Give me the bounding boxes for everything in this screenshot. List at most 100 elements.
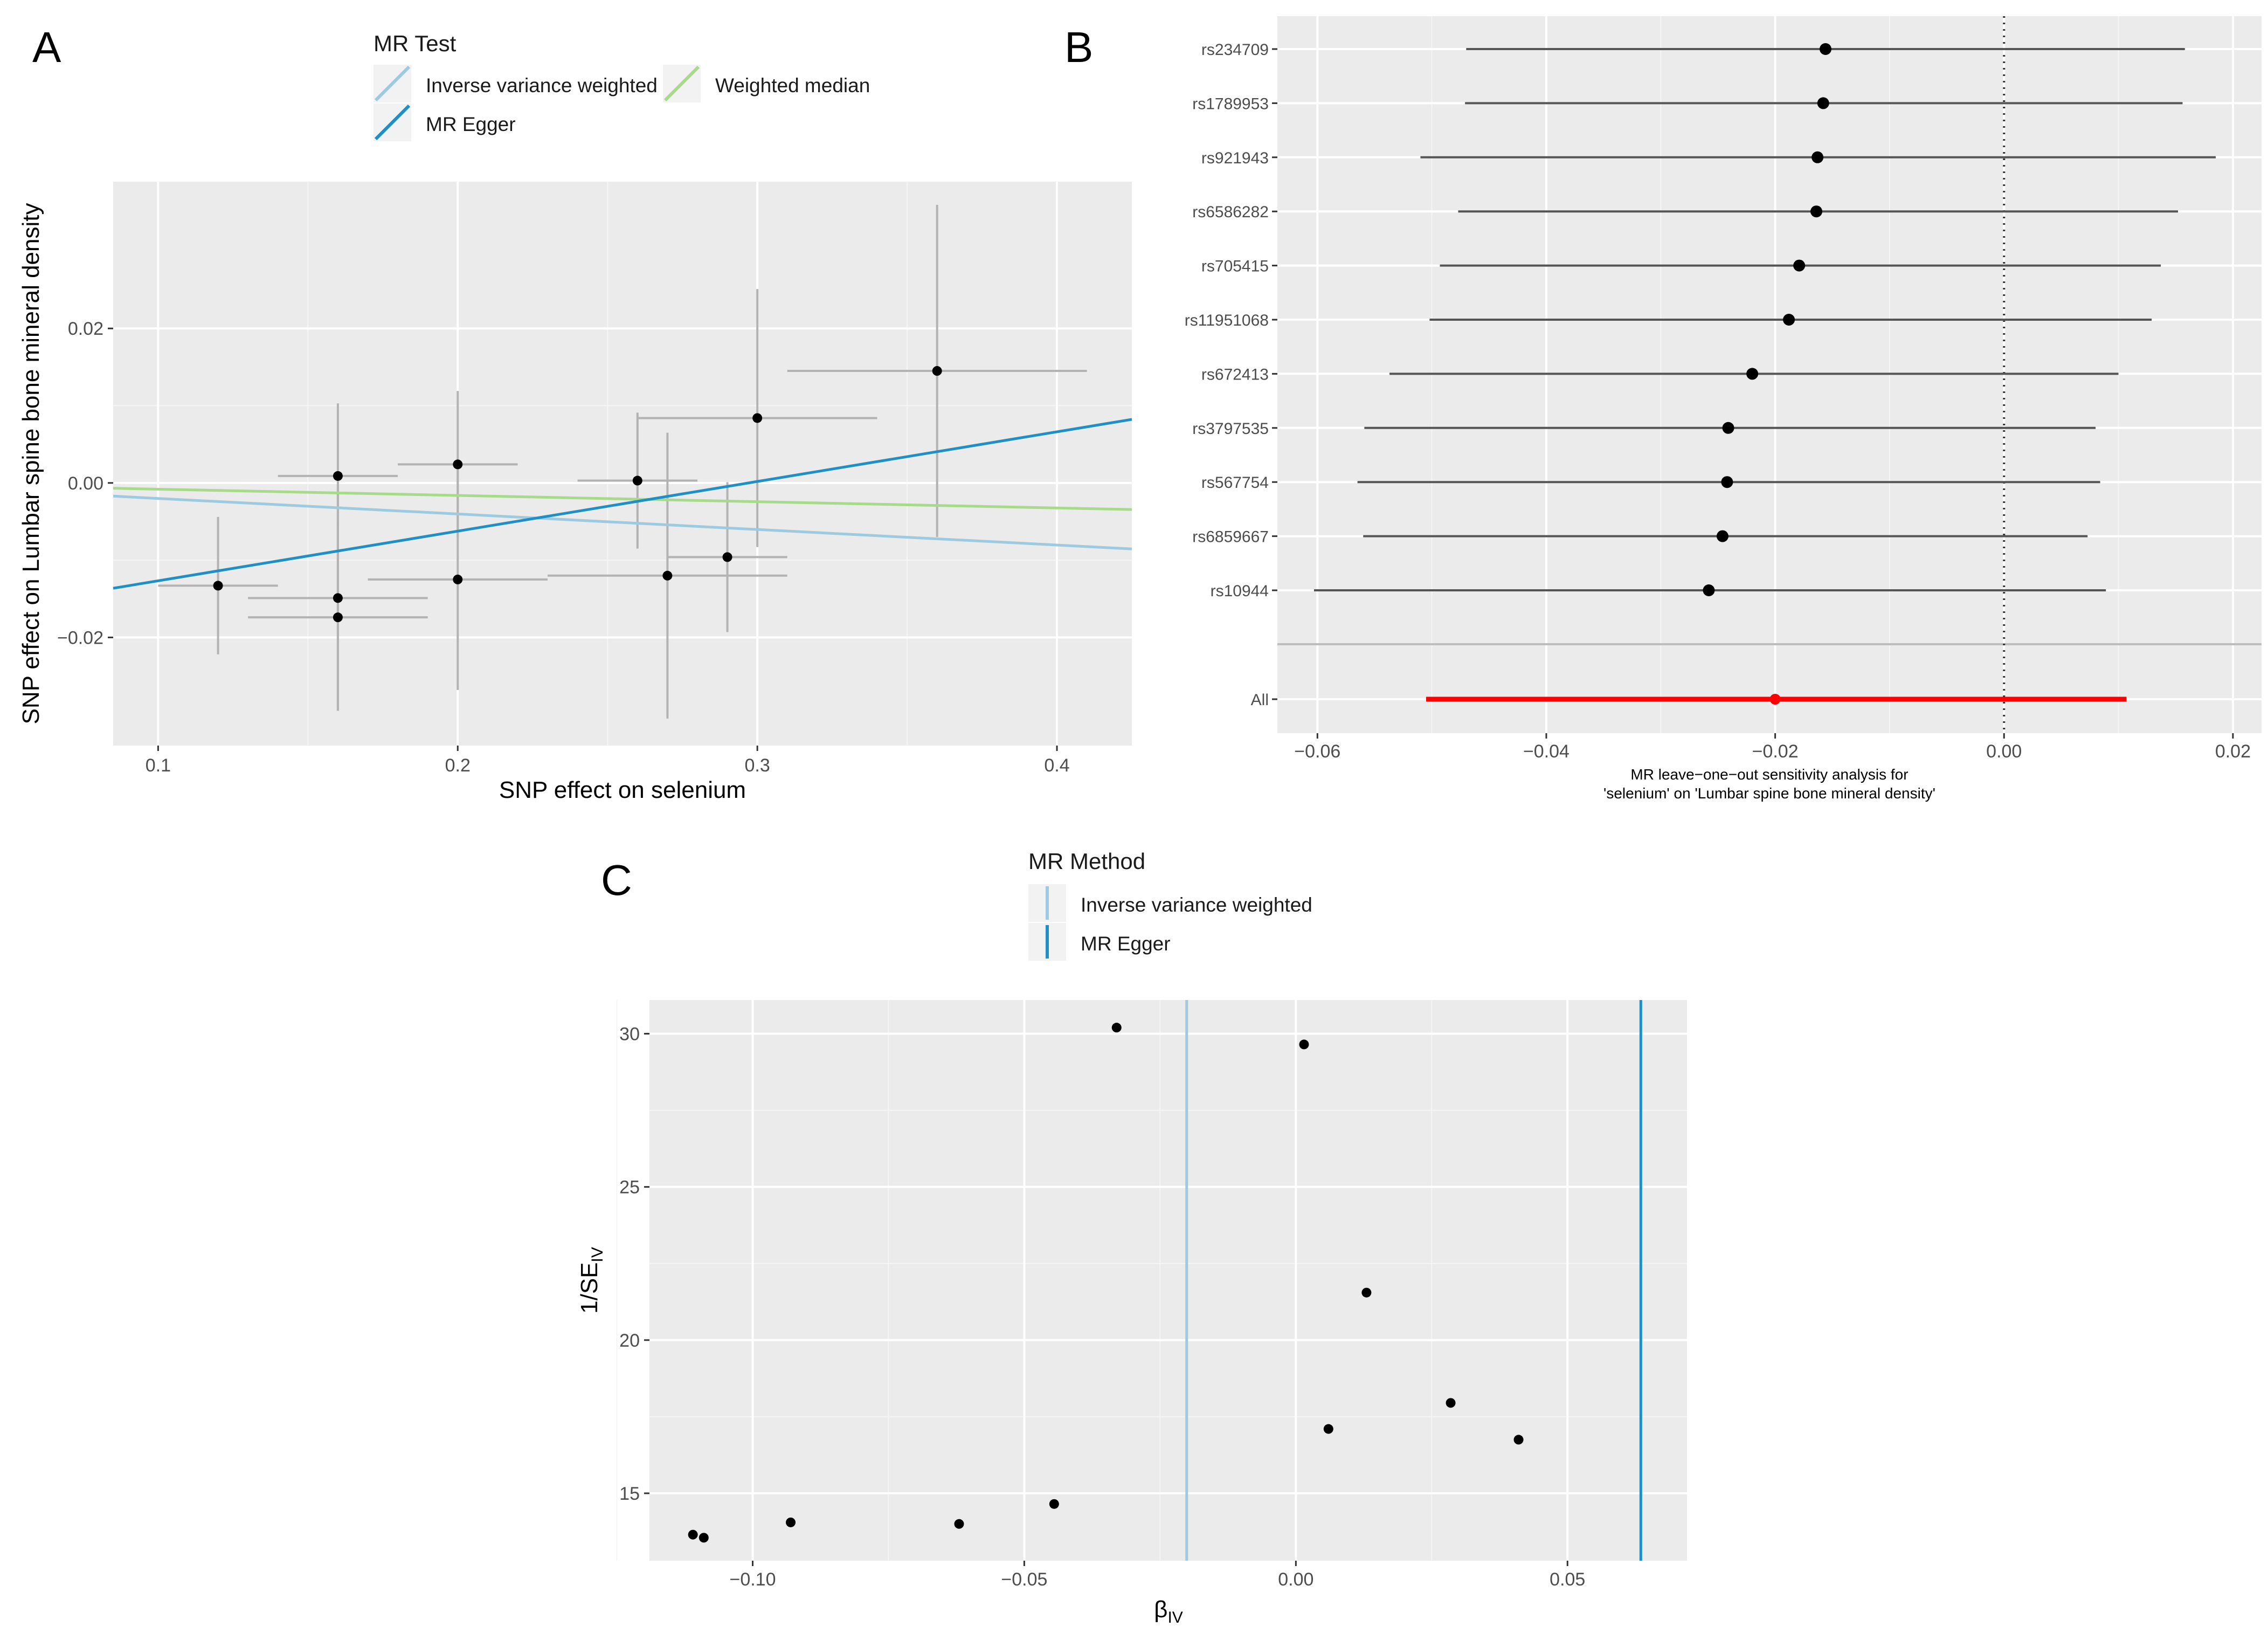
panel-a-tick-labels: 0.1 0.2 0.3 0.4 −0.02 0.00 0.02 xyxy=(57,319,1070,776)
x-tick-label: 0.05 xyxy=(1550,1569,1585,1590)
snp-label: rs234709 xyxy=(1201,41,1269,59)
panel-c-gridlines xyxy=(616,1000,1687,1561)
data-point xyxy=(1446,1398,1456,1408)
data-point xyxy=(1513,1435,1524,1445)
panel-c-estimate-lines xyxy=(1185,1000,1642,1561)
panel-c: C MR Method Inverse variance weighted MR… xyxy=(576,849,1687,1626)
panel-a-plot-background xyxy=(113,182,1132,746)
y-tick-label: 0.00 xyxy=(68,473,103,494)
data-point xyxy=(213,581,223,591)
data-point xyxy=(632,475,642,486)
x-tick-label: 0.2 xyxy=(445,755,471,776)
panel-b: B −0.06 −0.04 −0.02 0.00 0.02 rs234709 rs17899… xyxy=(1064,16,2262,802)
panel-c-x-axis-title: βIV xyxy=(1154,1596,1183,1626)
data-point xyxy=(688,1529,698,1540)
x-tick-label: 0.4 xyxy=(1044,755,1069,776)
panel-b-label: B xyxy=(1064,23,1093,71)
y-tick-label: 15 xyxy=(619,1484,640,1504)
legend-key-egger-line xyxy=(374,104,411,141)
panel-a-y-axis-title: SNP effect on Lumbar spine bone mineral … xyxy=(18,203,44,725)
panel-a-legend: MR Test Inverse variance weighted MR Egg… xyxy=(374,31,870,141)
regression-line-egger xyxy=(113,418,1132,590)
data-point xyxy=(662,570,673,581)
legend-label-ivw: Inverse variance weighted xyxy=(426,74,658,96)
y-tick-label: 0.02 xyxy=(68,319,103,339)
x-tick-label: 0.3 xyxy=(745,755,770,776)
snp-label: rs3797535 xyxy=(1192,420,1269,438)
panel-c-legend: MR Method Inverse variance weighted MR E… xyxy=(1028,849,1312,961)
panel-c-x-axis-title-main: β xyxy=(1154,1596,1167,1623)
panel-a-legend-title: MR Test xyxy=(374,31,457,56)
panel-c-x-axis-title-sub: IV xyxy=(1167,1609,1183,1626)
panel-a-points xyxy=(213,366,942,623)
snp-label: rs6586282 xyxy=(1192,203,1269,221)
panel-a-gridlines xyxy=(113,182,1132,746)
data-point xyxy=(453,459,463,470)
x-tick-label: −0.02 xyxy=(1752,741,1799,762)
panel-c-y-axis-title: 1/SEIV xyxy=(576,1247,606,1314)
estimate-point xyxy=(1746,368,1759,380)
data-point xyxy=(722,552,732,562)
x-tick-label: 0.02 xyxy=(2215,741,2251,762)
panel-a: A MR Test Inverse variance weighted MR E… xyxy=(18,23,1132,803)
legend-c-label-egger: MR Egger xyxy=(1081,933,1171,955)
snp-label: rs10944 xyxy=(1211,582,1269,600)
data-point xyxy=(333,593,343,603)
legend-label-wmedian: Weighted median xyxy=(715,74,870,96)
panel-c-label: C xyxy=(601,856,632,904)
panel-b-tick-labels: −0.06 −0.04 −0.02 0.00 0.02 rs234709 rs1789953… xyxy=(1185,41,2251,762)
data-point xyxy=(333,612,343,623)
x-tick-label: −0.04 xyxy=(1523,741,1569,762)
y-tick-label: 20 xyxy=(619,1330,640,1351)
estimate-point xyxy=(1716,530,1728,542)
x-tick-label: 0.00 xyxy=(1278,1569,1313,1590)
snp-label: rs921943 xyxy=(1201,149,1269,167)
estimate-point xyxy=(1703,584,1715,596)
data-point xyxy=(453,574,463,584)
panel-b-x-axis-title-line1: MR leave−one−out sensitivity analysis fo… xyxy=(1630,766,1908,783)
estimate-point xyxy=(1721,476,1733,488)
x-tick-label: −0.10 xyxy=(729,1569,776,1590)
x-tick-label: 0.00 xyxy=(1986,741,2022,762)
panel-c-points xyxy=(688,1023,1524,1543)
panel-b-x-axis-title-line2: 'selenium' on 'Lumbar spine bone mineral… xyxy=(1603,785,1935,802)
data-point xyxy=(932,366,942,376)
data-point xyxy=(1049,1499,1059,1509)
x-tick-label: −0.05 xyxy=(1001,1569,1047,1590)
panel-c-tick-labels: −0.10 −0.05 0.00 0.05 15 20 25 30 xyxy=(619,1024,1585,1590)
overall-estimate-point xyxy=(1769,694,1781,705)
y-tick-label: −0.02 xyxy=(57,628,103,648)
panel-c-plot-background xyxy=(649,1000,1687,1561)
legend-key-wmedian-line xyxy=(663,65,700,102)
snp-label: rs11951068 xyxy=(1185,312,1269,329)
data-point xyxy=(1299,1039,1309,1050)
regression-line-wmedian xyxy=(113,487,1132,511)
legend-label-egger: MR Egger xyxy=(426,113,516,135)
data-point xyxy=(786,1517,796,1527)
legend-c-label-ivw: Inverse variance weighted xyxy=(1081,894,1312,916)
estimate-point xyxy=(1722,422,1734,434)
legend-key-ivw-line xyxy=(374,65,411,102)
data-point xyxy=(1361,1287,1372,1298)
data-point xyxy=(752,413,763,423)
panel-a-label: A xyxy=(32,23,61,71)
x-tick-label: 0.1 xyxy=(146,755,171,776)
snp-label: rs1789953 xyxy=(1192,95,1269,113)
snp-label: rs567754 xyxy=(1201,474,1269,492)
data-point xyxy=(1323,1424,1333,1434)
data-point xyxy=(699,1533,709,1543)
estimate-point xyxy=(1793,259,1806,272)
regression-line-ivw xyxy=(113,494,1132,550)
snp-label: rs672413 xyxy=(1201,366,1269,383)
snp-label: rs6859667 xyxy=(1192,528,1269,546)
estimate-point xyxy=(1810,205,1823,218)
panel-a-regression-lines xyxy=(113,418,1132,590)
panel-b-rows xyxy=(1313,43,2216,705)
estimate-point xyxy=(1817,97,1829,109)
data-point xyxy=(333,471,343,481)
panel-c-y-axis-title-main: 1/SE xyxy=(576,1262,603,1313)
data-point xyxy=(1111,1023,1122,1033)
y-tick-label: 25 xyxy=(619,1177,640,1198)
estimate-point xyxy=(1820,43,1832,55)
